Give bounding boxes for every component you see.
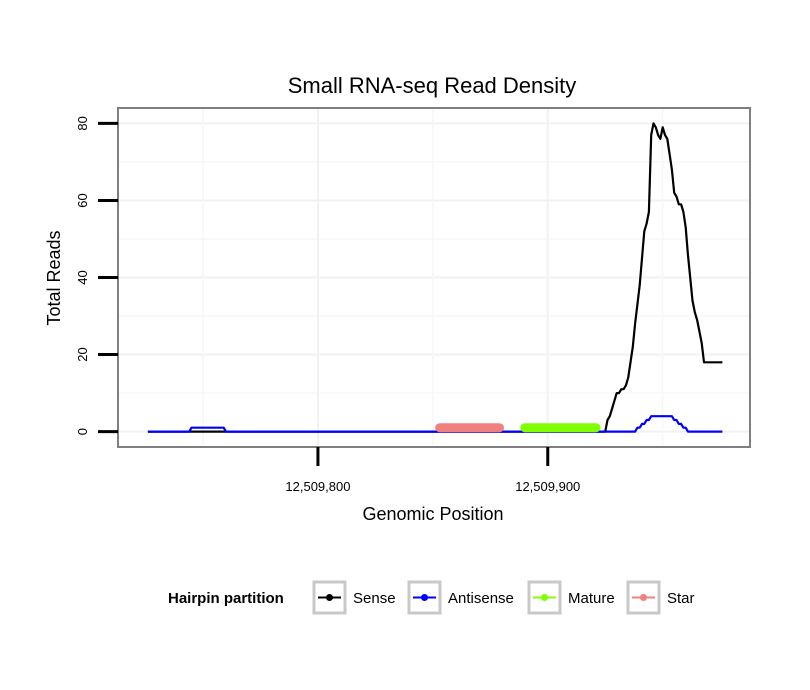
legend-key-dot: [640, 594, 647, 601]
x-axis-title: Genomic Position: [362, 504, 503, 524]
legend-key-dot: [326, 594, 333, 601]
legend-key-box: [527, 580, 562, 615]
legend-item-antisense: Antisense: [407, 580, 514, 615]
y-tick-label: 60: [75, 193, 90, 207]
x-axis: 12,509,800 12,509,900: [285, 447, 580, 494]
legend-label-antisense: Antisense: [448, 590, 514, 607]
series-sense-line: [147, 122, 723, 433]
legend-items: Sense Antisense Mature Star: [312, 580, 695, 615]
x-tick-label: 12,509,900: [515, 479, 580, 494]
chart-title: Small RNA-seq Read Density: [288, 73, 577, 98]
legend-item-star: Star: [626, 580, 695, 615]
y-tick-label: 40: [75, 270, 90, 284]
series-antisense-line: [147, 415, 723, 433]
legend-key-dot: [541, 594, 548, 601]
y-tick-label: 20: [75, 347, 90, 361]
grid: [118, 108, 750, 447]
x-tick-label: 12,509,800: [285, 479, 350, 494]
legend: Hairpin partition Sense Antisense Mature St…: [168, 580, 695, 615]
y-axis: 0 20 40 60 80: [75, 116, 118, 435]
legend-label-sense: Sense: [353, 590, 396, 607]
y-axis-title: Total Reads: [44, 230, 64, 325]
series-layer: [147, 122, 723, 433]
y-tick-label: 0: [75, 428, 90, 435]
y-tick-label: 80: [75, 116, 90, 130]
legend-key-dot: [421, 594, 428, 601]
legend-label-mature: Mature: [568, 590, 615, 607]
legend-label-star: Star: [667, 590, 695, 607]
legend-item-mature: Mature: [527, 580, 615, 615]
legend-item-sense: Sense: [312, 580, 396, 615]
legend-title: Hairpin partition: [168, 590, 284, 607]
